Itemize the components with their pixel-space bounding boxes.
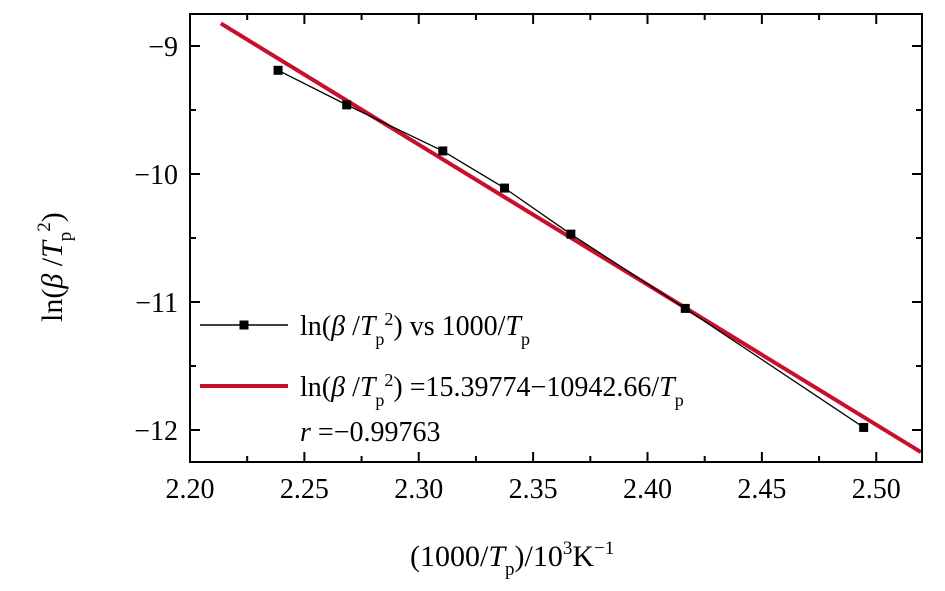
y-tick-label: −10 bbox=[134, 160, 178, 191]
y-axis-ticks: −9 −10 −11 −12 bbox=[134, 32, 922, 447]
y-axis-title: ln(β /Tp2) bbox=[34, 212, 76, 322]
x-axis-title: (1000/Tp)/103K−1 bbox=[410, 538, 614, 580]
data-series-group bbox=[273, 65, 869, 432]
legend-entry-data: ln(β /Tp2) vs 1000/Tp bbox=[300, 309, 530, 349]
x-tick-label: 2.40 bbox=[623, 474, 672, 505]
data-point bbox=[438, 146, 448, 156]
x-tick-label: 2.45 bbox=[737, 474, 786, 505]
legend-r-value: r =−0.99763 bbox=[300, 417, 441, 448]
y-tick-label: −9 bbox=[148, 32, 178, 63]
y-tick-label: −11 bbox=[135, 288, 178, 319]
x-tick-label: 2.20 bbox=[166, 474, 215, 505]
x-tick-label: 2.30 bbox=[394, 474, 443, 505]
data-point bbox=[500, 183, 510, 193]
data-point bbox=[566, 229, 576, 239]
legend-marker-data bbox=[239, 320, 249, 330]
x-tick-label: 2.25 bbox=[280, 474, 329, 505]
data-point bbox=[342, 100, 352, 110]
data-point bbox=[680, 303, 690, 313]
x-tick-label: 2.50 bbox=[852, 474, 901, 505]
data-point bbox=[273, 65, 283, 75]
x-tick-label: 2.35 bbox=[509, 474, 558, 505]
data-point bbox=[859, 422, 869, 432]
x-axis-ticks: 2.20 2.25 2.30 2.35 2.40 2.45 2.50 bbox=[166, 14, 901, 505]
legend-entry-fit: ln(β /Tp2) =15.39774−10942.66/Tp bbox=[300, 370, 684, 410]
y-tick-label: −12 bbox=[134, 416, 178, 447]
legend: ln(β /Tp2) vs 1000/Tp ln(β /Tp2) =15.397… bbox=[200, 309, 684, 448]
